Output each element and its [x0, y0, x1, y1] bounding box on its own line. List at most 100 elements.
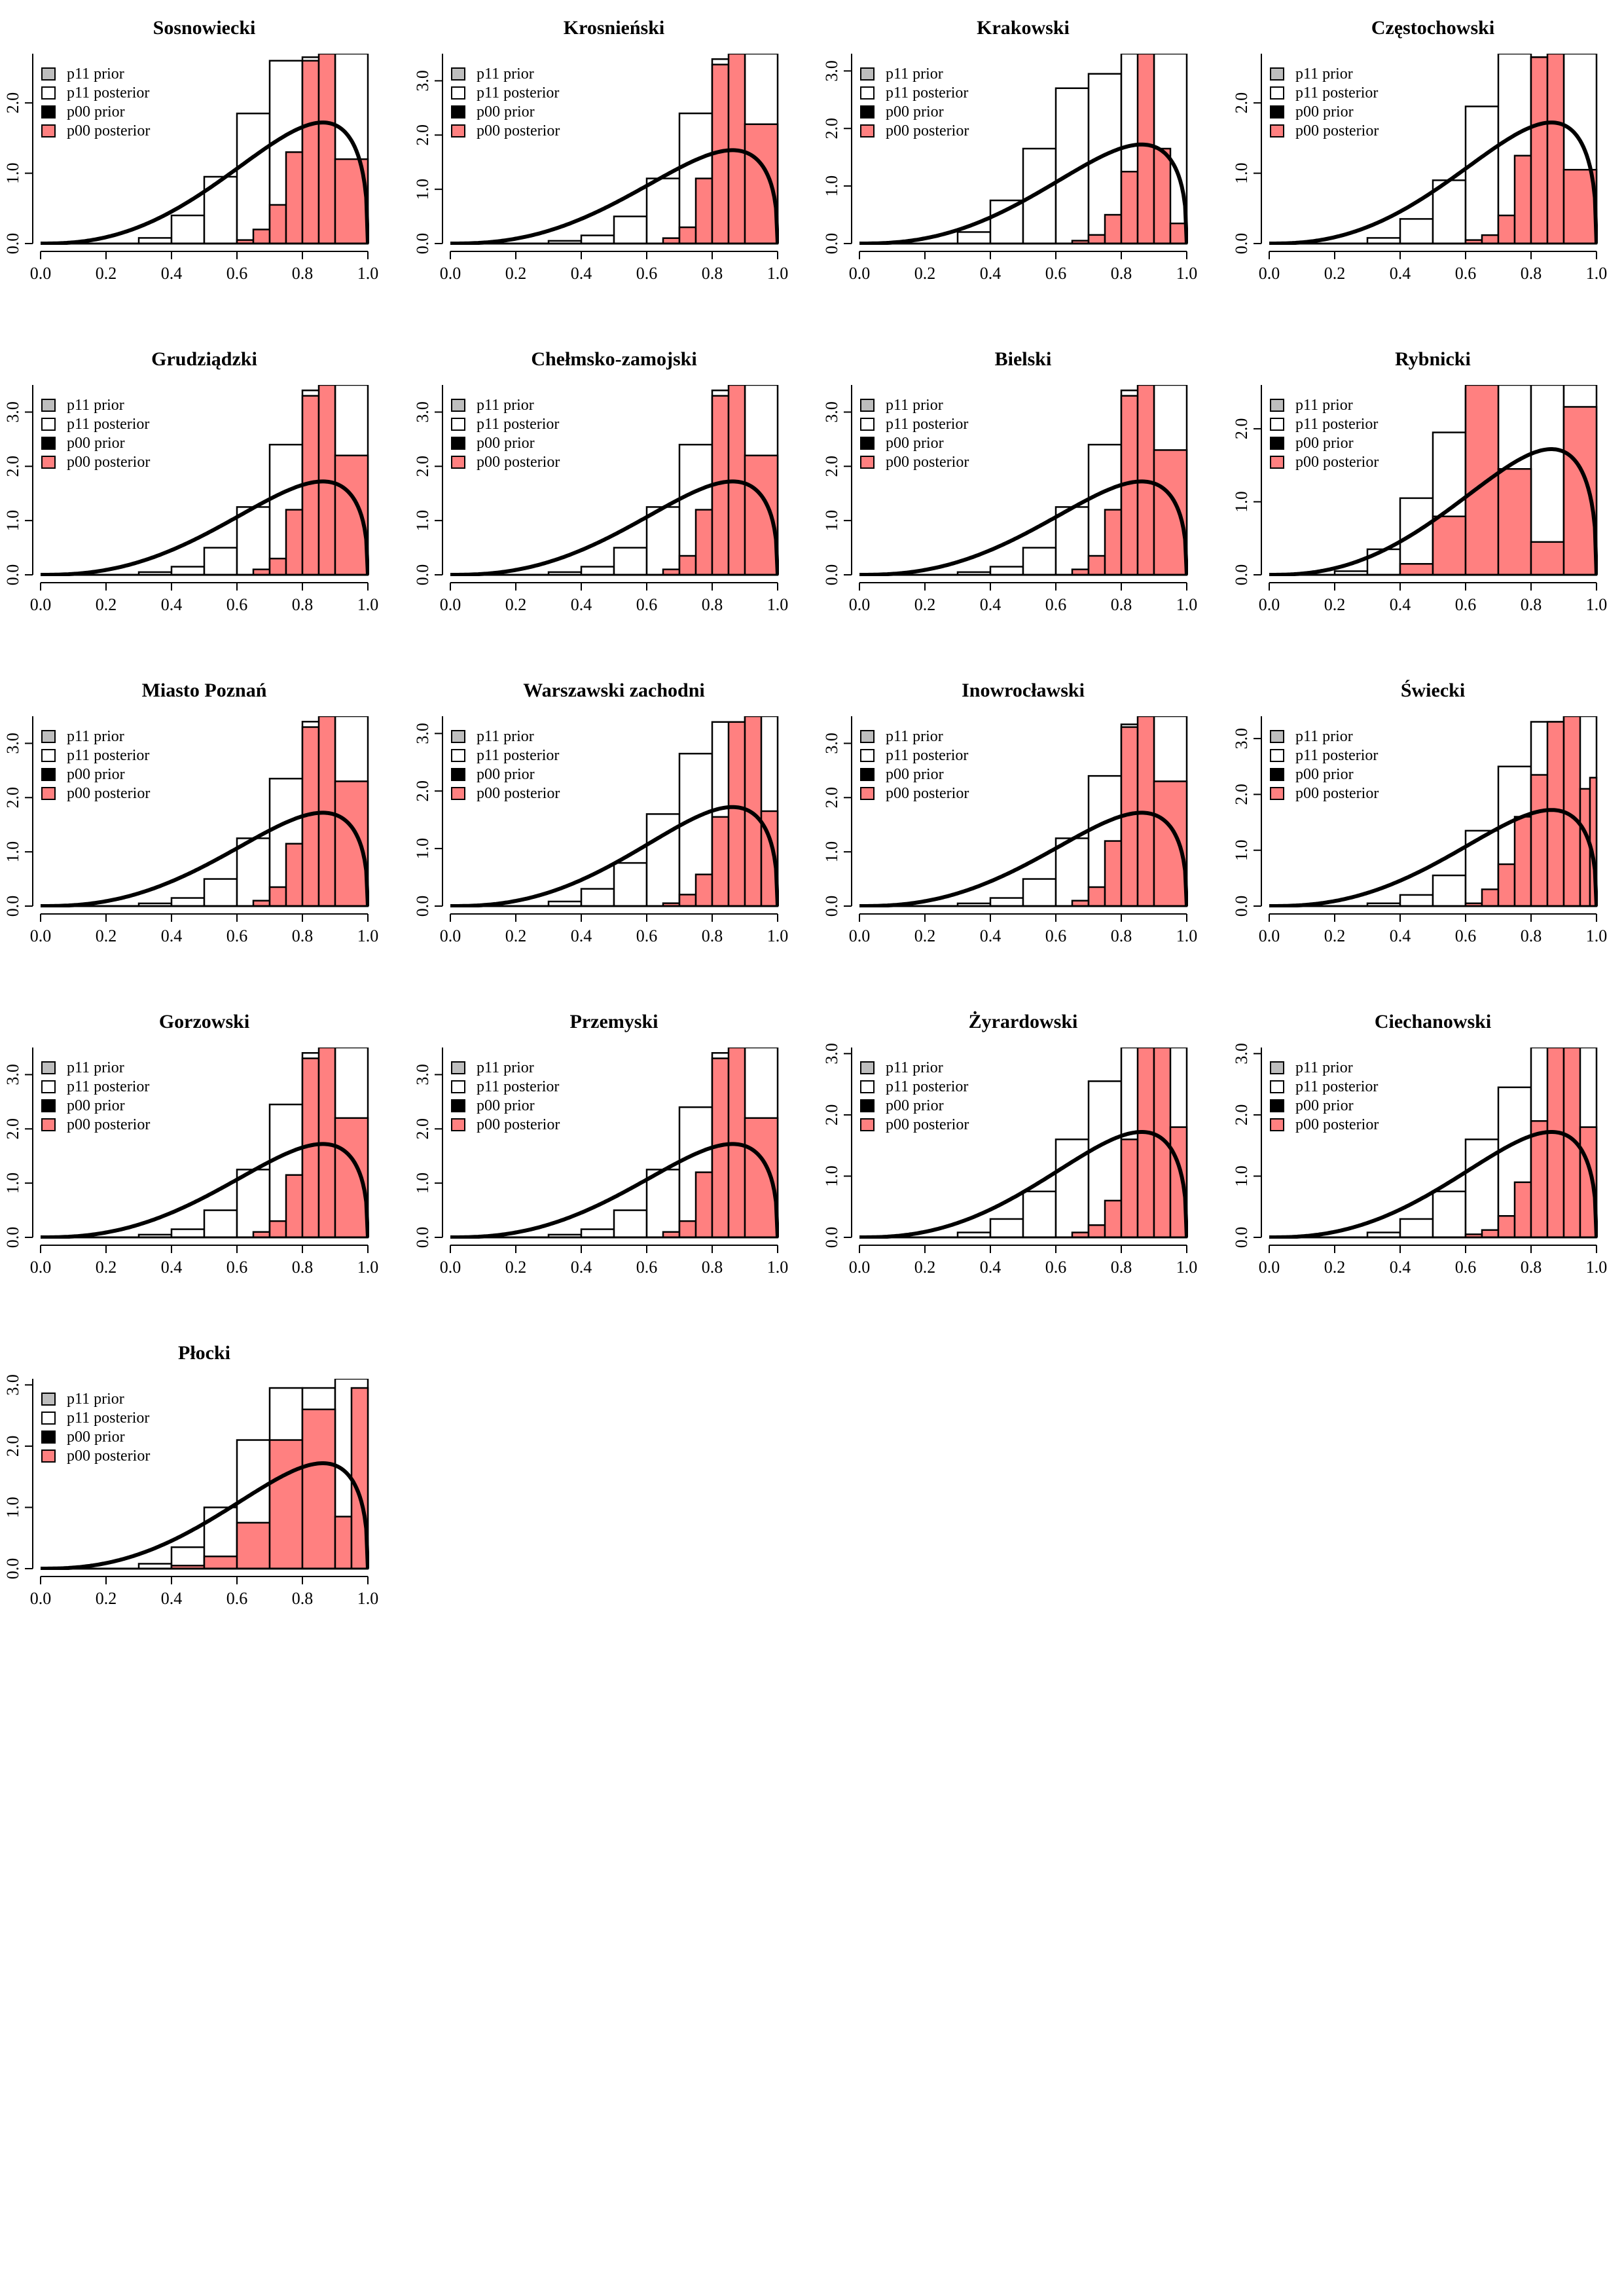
- p00-posterior-bar: [268, 886, 287, 907]
- p00-posterior-bar: [1513, 1181, 1532, 1239]
- y-tick-label: 2.0: [3, 1436, 22, 1457]
- y-tick-label: 0.0: [3, 564, 22, 586]
- legend-label: p11 prior: [67, 397, 124, 414]
- x-tick-label: 0.4: [161, 1589, 183, 1608]
- panel-title: Inowrocławski: [962, 680, 1085, 701]
- legend-swatch: [451, 1118, 465, 1131]
- prior-density-curve: [1269, 808, 1598, 907]
- p00-posterior-bar: [1513, 816, 1532, 907]
- x-tick-label: 0.2: [96, 1258, 117, 1277]
- legend-swatch: [451, 1099, 465, 1112]
- x-tick-label: 0.0: [30, 1589, 52, 1608]
- x-tick-label: 1.0: [1586, 595, 1608, 614]
- legend-swatch: [41, 105, 56, 118]
- p11-posterior-bar: [203, 1209, 238, 1239]
- legend-swatch: [41, 768, 56, 781]
- x-tick-label: 0.6: [1045, 1258, 1067, 1277]
- legend-swatch: [860, 124, 875, 137]
- x-tick-label: 0.6: [1045, 595, 1067, 614]
- y-tick-label: 2.0: [3, 1118, 22, 1140]
- legend-label: p11 posterior: [67, 1410, 149, 1427]
- p00-posterior-bar: [1104, 213, 1123, 245]
- prior-density-curve: [859, 1130, 1188, 1239]
- legend-swatch: [41, 399, 56, 412]
- y-tick-label: 1.0: [1232, 1165, 1251, 1187]
- legend-label: p11 posterior: [477, 1078, 559, 1095]
- x-tick-label: 0.6: [636, 264, 658, 283]
- p00-posterior-bar: [1153, 449, 1188, 576]
- x-tick-label: 1.0: [357, 595, 379, 614]
- legend-label: p11 posterior: [477, 747, 559, 764]
- legend-swatch: [1270, 768, 1284, 781]
- y-tick-label: 2.0: [822, 1104, 841, 1126]
- p11-posterior-bar: [989, 566, 1024, 576]
- legend-swatch: [860, 418, 875, 431]
- prior-density-curve: [1269, 1130, 1598, 1239]
- p11-posterior-bar: [1464, 105, 1500, 245]
- p11-posterior-bar: [580, 1228, 615, 1239]
- p11-posterior-bar: [170, 897, 206, 907]
- p00-posterior-bar: [744, 454, 779, 576]
- y-tick-label: 1.0: [3, 1497, 22, 1518]
- p11-posterior-bar: [645, 506, 681, 576]
- x-tick-label: 0.0: [30, 1258, 52, 1277]
- plot-area: [41, 385, 369, 576]
- x-tick-label: 0.6: [226, 1589, 248, 1608]
- p00-posterior-bar: [1546, 54, 1565, 245]
- p00-posterior-bar: [1530, 774, 1549, 907]
- legend-label: p00 posterior: [67, 454, 150, 471]
- p11-posterior-bar: [236, 837, 271, 907]
- p00-posterior-bar: [1497, 468, 1532, 576]
- legend-label: p00 posterior: [67, 785, 150, 802]
- legend-label: p00 prior: [67, 103, 125, 120]
- legend-swatch: [860, 86, 875, 100]
- p11-posterior-bar: [1399, 218, 1434, 245]
- p00-posterior-bar: [1087, 886, 1106, 907]
- x-tick-label: 0.6: [1455, 595, 1477, 614]
- panel-13: Gorzowski 0.0 0.2 0.4 0.6 0.8 1.0 0.0 1.0 2.0 3.0 p…: [3, 1011, 378, 1277]
- y-tick-label: 0.0: [1232, 896, 1251, 917]
- legend-label: p00 prior: [886, 766, 944, 783]
- legend-label: p00 posterior: [1295, 454, 1379, 471]
- x-tick-label: 0.0: [440, 264, 461, 283]
- legend-swatch: [451, 456, 465, 469]
- legend-swatch: [451, 437, 465, 450]
- legend-label: p00 prior: [67, 1429, 125, 1446]
- y-tick-label: 3.0: [413, 723, 432, 744]
- plot-area: [859, 54, 1188, 245]
- legend-swatch: [41, 1061, 56, 1074]
- legend-swatch: [41, 456, 56, 469]
- p11-posterior-bar: [1055, 506, 1090, 576]
- x-tick-label: 1.0: [767, 1258, 789, 1277]
- p00-posterior-bar: [252, 228, 271, 245]
- legend-swatch: [860, 787, 875, 800]
- p00-posterior-bar: [334, 780, 369, 907]
- legend-label: p00 prior: [1295, 103, 1354, 120]
- y-tick-label: 0.0: [3, 233, 22, 255]
- y-tick-label: 1.0: [1232, 491, 1251, 513]
- panel-title: Sosnowiecki: [153, 17, 256, 39]
- y-tick-label: 1.0: [822, 1165, 841, 1187]
- y-tick-label: 2.0: [413, 456, 432, 477]
- legend-label: p00 posterior: [67, 1116, 150, 1133]
- y-tick-label: 1.0: [3, 162, 22, 184]
- plot-area: [450, 1048, 779, 1239]
- y-tick-label: 3.0: [3, 1064, 22, 1085]
- x-tick-label: 0.4: [980, 1258, 1001, 1277]
- y-tick-label: 0.0: [413, 896, 432, 917]
- y-tick-label: 2.0: [1232, 92, 1251, 114]
- plot-area: [859, 385, 1188, 576]
- p11-posterior-bar: [170, 1228, 206, 1239]
- x-tick-label: 0.6: [636, 926, 658, 945]
- p00-posterior-bar: [678, 1220, 697, 1239]
- legend-swatch: [41, 67, 56, 81]
- p00-posterior-bar: [236, 1522, 271, 1570]
- y-tick-label: 1.0: [1232, 839, 1251, 861]
- y-tick-label: 3.0: [3, 401, 22, 423]
- x-tick-label: 0.2: [914, 595, 936, 614]
- x-tick-label: 0.4: [1390, 926, 1411, 945]
- x-tick-label: 0.4: [571, 926, 592, 945]
- panel-14: Przemyski 0.0 0.2 0.4 0.6 0.8 1.0 0.0 1.0 2.0 3.0 p…: [413, 1011, 788, 1277]
- legend-swatch: [860, 399, 875, 412]
- y-tick-label: 3.0: [413, 70, 432, 92]
